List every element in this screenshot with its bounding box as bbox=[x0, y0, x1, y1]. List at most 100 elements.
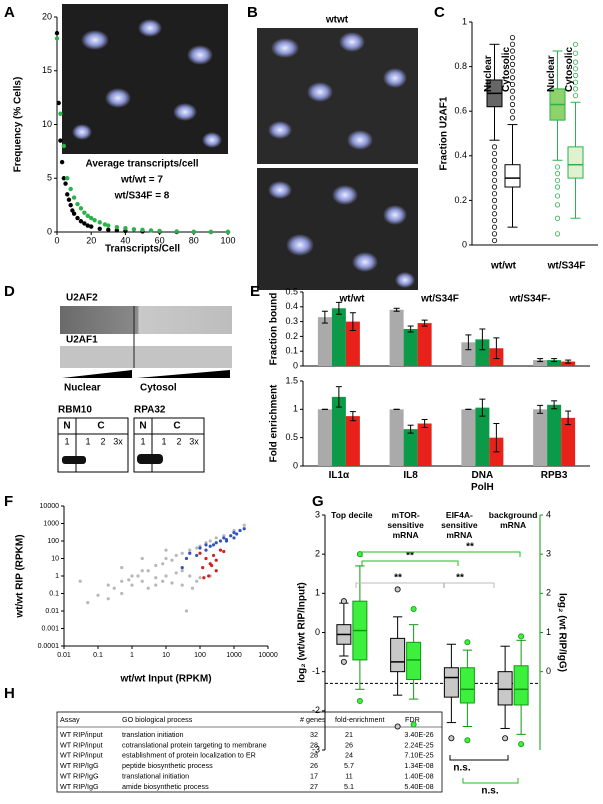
point bbox=[190, 586, 195, 590]
point bbox=[78, 206, 84, 211]
point bbox=[232, 536, 236, 540]
point bbox=[161, 579, 165, 583]
y-tick-label: 1 bbox=[462, 16, 467, 26]
outlier bbox=[509, 68, 516, 74]
point bbox=[180, 569, 184, 573]
point bbox=[75, 201, 80, 207]
y-tick-label: 0.4 bbox=[454, 150, 467, 160]
table-cell: 24 bbox=[345, 751, 353, 760]
x-tick-label: 10000 bbox=[258, 652, 278, 659]
table-cell: WT RIP/input bbox=[60, 740, 103, 749]
category-label: background mRNA bbox=[488, 510, 538, 530]
outlier bbox=[491, 171, 498, 177]
outlier bbox=[464, 639, 471, 646]
point bbox=[61, 143, 67, 149]
outlier bbox=[554, 164, 561, 170]
point bbox=[71, 195, 77, 200]
point bbox=[146, 586, 150, 590]
y2-tick-label: 2 bbox=[546, 588, 551, 598]
annotation: Average transcripts/cell bbox=[85, 159, 198, 170]
outlier bbox=[518, 633, 525, 640]
category-label-box: mTOR-sensitive mRNA bbox=[387, 510, 423, 540]
cell-nucleus bbox=[383, 205, 407, 225]
point bbox=[68, 202, 73, 208]
outlier bbox=[572, 79, 579, 85]
table-cell: 5.40E-08 bbox=[404, 782, 433, 791]
y-tick-label: -2 bbox=[312, 705, 320, 715]
y-tick-label: 0.5 bbox=[285, 286, 298, 296]
point bbox=[184, 609, 189, 613]
series-label: Nuclear bbox=[483, 55, 494, 92]
box bbox=[504, 164, 521, 188]
point bbox=[140, 556, 144, 561]
point bbox=[161, 562, 165, 566]
bar bbox=[475, 407, 490, 466]
table-header: FDR bbox=[405, 715, 420, 724]
y-tick-label: 0.2 bbox=[285, 331, 298, 341]
table-header: GO biological process bbox=[122, 715, 193, 724]
category-label-box: EIF4A-sensitive mRNA bbox=[441, 510, 477, 540]
point bbox=[225, 229, 231, 235]
lane-label: 3x bbox=[189, 436, 199, 446]
box bbox=[390, 637, 406, 673]
cell-nucleus bbox=[286, 234, 314, 256]
point bbox=[130, 583, 134, 587]
outlier bbox=[394, 586, 401, 593]
outlier bbox=[502, 735, 509, 742]
lane-header: C bbox=[97, 421, 104, 432]
point bbox=[127, 578, 131, 582]
series-label: Nuclear bbox=[546, 55, 557, 92]
category-label: Top decile bbox=[331, 510, 373, 520]
panel-label: H bbox=[4, 685, 15, 702]
series-label: Cytosolic bbox=[501, 47, 512, 92]
table-cell: 28 bbox=[310, 751, 318, 760]
y-tick-label: 10 bbox=[51, 555, 59, 562]
outlier bbox=[509, 75, 516, 81]
lane-header: N bbox=[139, 421, 146, 432]
box bbox=[459, 667, 475, 704]
fraction-label: Cytosol bbox=[140, 383, 177, 394]
y-tick-label: 10000 bbox=[40, 503, 60, 510]
table-cell: WT RIP/IgG bbox=[60, 782, 99, 791]
outlier bbox=[509, 81, 516, 88]
legend-label: wt/S34F bbox=[420, 294, 459, 305]
point bbox=[214, 541, 218, 545]
point bbox=[114, 228, 120, 233]
y-tick-label: 1.5 bbox=[285, 375, 298, 385]
y-axis-label: Frequency (% Cells) bbox=[13, 77, 24, 173]
outlier bbox=[572, 59, 579, 65]
lane-label: 2 bbox=[176, 436, 181, 446]
point bbox=[222, 549, 226, 554]
point bbox=[106, 583, 110, 587]
point bbox=[106, 223, 111, 228]
bar bbox=[461, 409, 476, 466]
outlier bbox=[491, 164, 498, 170]
blot-label: RPA32 bbox=[134, 405, 166, 416]
bar bbox=[403, 429, 418, 466]
bar bbox=[533, 360, 548, 366]
point bbox=[58, 111, 63, 116]
table-cell: translation initiation bbox=[122, 730, 184, 739]
bar bbox=[561, 417, 576, 466]
point bbox=[174, 229, 179, 234]
point bbox=[232, 531, 236, 535]
outlier bbox=[464, 737, 471, 744]
point bbox=[214, 569, 218, 573]
point bbox=[71, 211, 77, 216]
outlier bbox=[509, 101, 516, 108]
outlier bbox=[491, 237, 498, 244]
table-cell: 1.34E-08 bbox=[404, 761, 433, 770]
outlier bbox=[554, 177, 561, 183]
outlier bbox=[554, 215, 561, 221]
x-tick-label: 1 bbox=[130, 652, 134, 659]
cell-nucleus bbox=[138, 19, 162, 37]
table-cell: 3.40E-26 bbox=[404, 730, 433, 739]
y2-tick-label: 1 bbox=[546, 627, 551, 637]
outlier bbox=[356, 698, 363, 705]
point bbox=[180, 566, 184, 570]
outlier bbox=[554, 202, 561, 208]
cell-nucleus bbox=[187, 45, 213, 65]
point bbox=[148, 228, 154, 233]
outlier bbox=[491, 177, 498, 183]
